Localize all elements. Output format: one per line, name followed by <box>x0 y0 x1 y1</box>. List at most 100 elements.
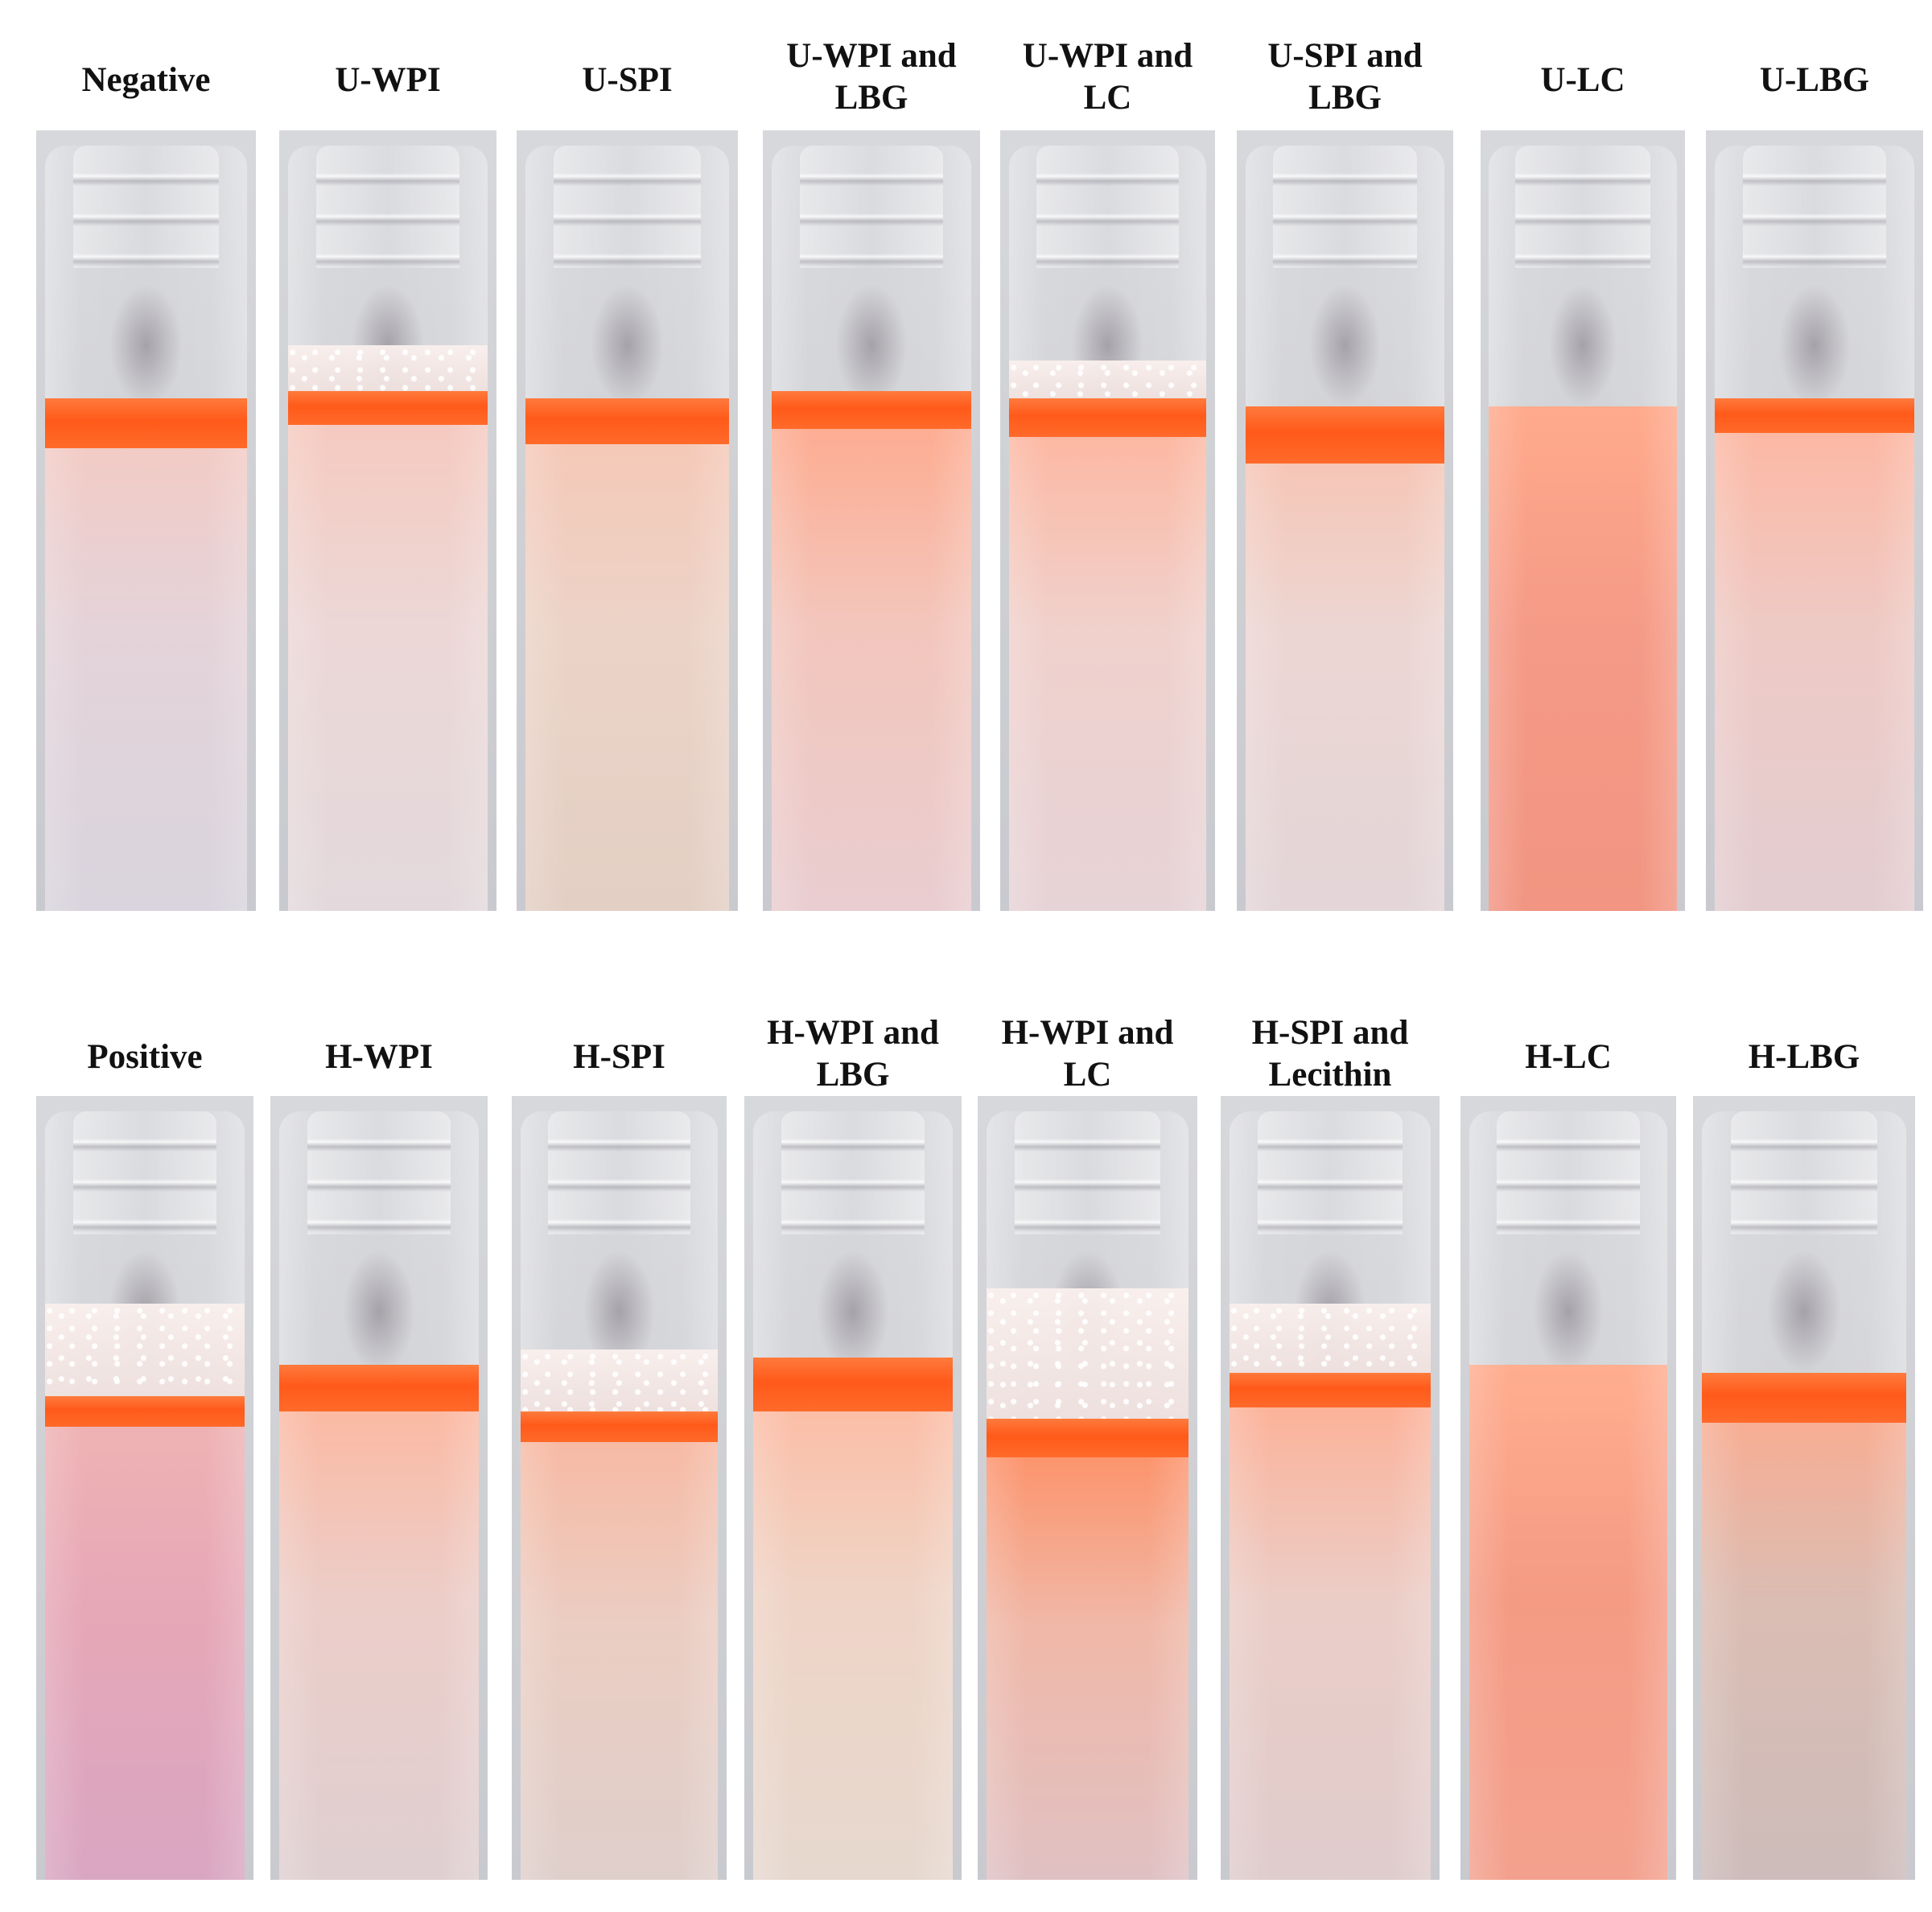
vial-panel: U-WPI and LBG <box>763 0 980 950</box>
orange-oil-band <box>1702 1373 1906 1424</box>
emulsion-liquid <box>1245 406 1445 911</box>
vial-panel: U-LBG <box>1706 0 1923 950</box>
vial-neck <box>72 1111 217 1235</box>
row-heated: Positive H-WPI H-SPI H-WPI and LBG H-WPI and… <box>0 950 1932 1912</box>
vial-neck <box>799 146 944 269</box>
glass-vial <box>520 1111 719 1880</box>
vial-label: U-WPI and LC <box>1022 37 1193 117</box>
emulsion-liquid <box>1489 406 1677 911</box>
vial-label: U-LC <box>1540 61 1625 99</box>
vial-photo <box>1693 1096 1915 1880</box>
vial-neck <box>1036 146 1179 269</box>
vial-panel: U-LC <box>1481 0 1685 950</box>
orange-oil-band <box>44 398 248 448</box>
glass-vial <box>287 146 488 911</box>
orange-oil-band <box>752 1357 954 1411</box>
vial-photo <box>1460 1096 1676 1880</box>
emulsion-liquid <box>44 1395 245 1880</box>
emulsion-liquid <box>520 1411 719 1880</box>
vial-panel: U-SPI <box>517 0 738 950</box>
orange-oil-band <box>520 1411 719 1442</box>
vial-photo <box>1237 130 1453 911</box>
headspace-shadow <box>343 1250 415 1373</box>
emulsion-liquid <box>1229 1373 1431 1880</box>
glass-vial <box>1008 146 1207 911</box>
foam-layer <box>986 1288 1189 1420</box>
headspace-shadow <box>590 283 665 406</box>
vial-panel: H-WPI and LBG <box>744 950 962 1912</box>
vial-neck <box>1257 1111 1403 1235</box>
orange-oil-band <box>1229 1373 1431 1407</box>
vial-neck <box>781 1111 925 1235</box>
vial-photo <box>1000 130 1215 911</box>
vial-neck <box>548 1111 690 1235</box>
emulsion-liquid <box>986 1419 1189 1880</box>
vial-panel: H-WPI <box>270 950 488 1912</box>
orange-oil-band <box>278 1365 480 1411</box>
orange-oil-band <box>986 1419 1189 1457</box>
vial-panel: H-SPI <box>512 950 727 1912</box>
foam-layer <box>44 1304 245 1396</box>
vial-photo <box>512 1096 727 1880</box>
foam-layer <box>1229 1304 1431 1373</box>
headspace-shadow <box>1532 1250 1605 1373</box>
foam-layer <box>1008 360 1207 399</box>
vial-label: U-SPI and LBG <box>1267 37 1423 117</box>
vial-photo <box>270 1096 488 1880</box>
vial-label: U-WPI <box>335 61 441 99</box>
glass-vial <box>44 1111 245 1880</box>
vial-label: H-LC <box>1525 1038 1612 1076</box>
vial-label: U-WPI and LBG <box>786 37 957 117</box>
vial-photo <box>36 1096 253 1880</box>
emulsion-liquid <box>1008 398 1207 911</box>
vial-photo <box>744 1096 962 1880</box>
vial-photo <box>517 130 738 911</box>
emulsion-liquid <box>44 398 248 911</box>
vial-neck <box>554 146 701 269</box>
glass-vial <box>1245 146 1445 911</box>
emulsion-liquid <box>525 398 729 911</box>
orange-oil-band <box>525 398 729 445</box>
vial-neck <box>1015 1111 1160 1235</box>
vial-neck <box>73 146 219 269</box>
emulsion-liquid <box>278 1365 480 1880</box>
foam-layer <box>287 344 488 391</box>
headspace-shadow <box>1778 283 1851 406</box>
vial-panel: H-WPI and LC <box>978 950 1197 1912</box>
foam-layer <box>520 1350 719 1411</box>
vial-photo <box>279 130 496 911</box>
glass-vial <box>986 1111 1189 1880</box>
glass-vial <box>752 1111 954 1880</box>
vial-neck <box>1514 146 1651 269</box>
vial-label: H-LBG <box>1748 1038 1860 1076</box>
glass-vial <box>771 146 972 911</box>
vial-photo <box>763 130 980 911</box>
vial-panel: U-SPI and LBG <box>1237 0 1453 950</box>
vial-label: H-SPI <box>573 1038 665 1076</box>
headspace-shadow <box>1767 1250 1841 1373</box>
emulsion-liquid <box>1714 398 1915 911</box>
emulsion-liquid <box>287 390 488 911</box>
vial-neck <box>1730 1111 1878 1235</box>
glass-vial <box>1229 1111 1431 1880</box>
vial-panel: Positive <box>36 950 253 1912</box>
vial-label: U-LBG <box>1759 61 1870 99</box>
vial-label: U-SPI <box>582 61 673 99</box>
vial-neck <box>315 146 460 269</box>
glass-vial <box>525 146 729 911</box>
vial-label: H-SPI and Lecithin <box>1251 1014 1409 1094</box>
glass-vial <box>1702 1111 1906 1880</box>
vial-photo <box>1481 130 1685 911</box>
glass-vial <box>1489 146 1677 911</box>
orange-oil-band <box>771 390 972 430</box>
orange-oil-band <box>1245 406 1445 464</box>
vial-neck <box>1273 146 1417 269</box>
vial-label: H-WPI <box>325 1038 433 1076</box>
emulsion-liquid <box>1702 1373 1906 1880</box>
vial-photo <box>36 130 256 911</box>
vial-panel: H-LC <box>1460 950 1676 1912</box>
glass-vial <box>1714 146 1915 911</box>
vial-neck <box>1742 146 1887 269</box>
emulsion-liquid <box>1469 1365 1668 1880</box>
vial-panel: U-WPI <box>279 0 496 950</box>
